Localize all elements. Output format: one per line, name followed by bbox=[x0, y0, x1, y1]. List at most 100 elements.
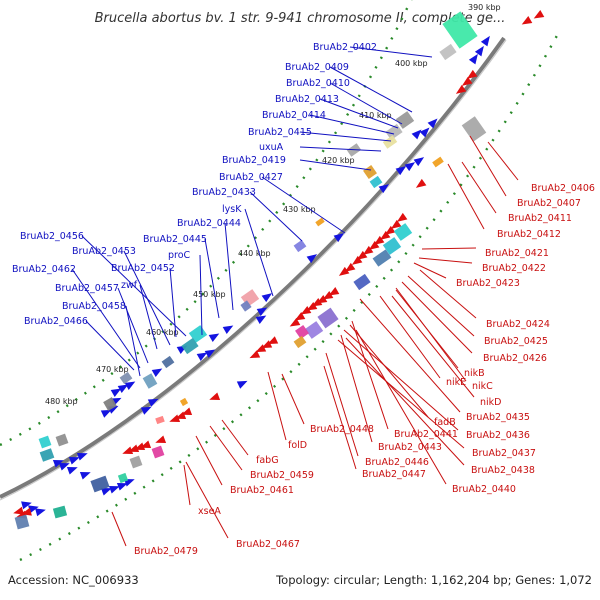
gene-label: BruAb2_0467 bbox=[236, 539, 300, 550]
callout-line bbox=[117, 287, 149, 364]
reverse-gene-arrow bbox=[181, 407, 193, 415]
gene-feature-block bbox=[439, 43, 457, 61]
forward-gene-arrow bbox=[474, 45, 484, 57]
gene-label: BruAb2_0413 bbox=[275, 94, 339, 105]
scale-labels: 390 kbp 400 kbp 410 kbp 420 kbp 430 kbp 440 k… bbox=[45, 3, 501, 406]
gene-label: BruAb2_0456 bbox=[20, 231, 84, 242]
gene-feature-block bbox=[363, 165, 377, 179]
forward-gene-arrow bbox=[411, 129, 422, 140]
gene-label: BruAb2_0425 bbox=[484, 336, 548, 347]
forward-gene-arrow bbox=[480, 35, 490, 47]
forward-gene-arrow bbox=[100, 409, 112, 418]
reverse-gene-arrow bbox=[13, 506, 24, 515]
gene-feature-block bbox=[129, 455, 143, 469]
callout-line bbox=[349, 324, 429, 418]
gene-feature-block bbox=[315, 217, 325, 227]
callout-line bbox=[123, 250, 171, 346]
forward-gene-arrow bbox=[413, 157, 425, 167]
forward-gene-arrow bbox=[419, 127, 430, 138]
reverse-gene-arrow bbox=[390, 219, 402, 229]
forward-gene-arrow bbox=[21, 501, 32, 510]
gene-feature-block bbox=[304, 321, 324, 339]
gene-label: BruAb2_0446 bbox=[365, 457, 429, 468]
gene-label: BruAb2_0411 bbox=[508, 213, 572, 224]
reverse-gene-arrow bbox=[122, 446, 134, 454]
gene-label: BruAb2_0443 bbox=[378, 442, 442, 453]
gene-label: uxuA bbox=[259, 142, 284, 153]
callout-line bbox=[323, 365, 357, 470]
callout-line bbox=[329, 66, 413, 113]
forward-gene-arrow bbox=[208, 333, 220, 342]
forward-gene-arrow bbox=[117, 384, 129, 393]
gene-label: BruAb2_0414 bbox=[262, 110, 326, 121]
gene-label: BruAb2_0441 bbox=[394, 429, 458, 440]
gene-feature-block bbox=[155, 415, 165, 425]
gene-feature-block bbox=[442, 11, 478, 49]
gene-feature-block bbox=[161, 355, 175, 369]
gene-feature-block bbox=[181, 337, 199, 355]
gene-feature-block bbox=[103, 397, 117, 411]
gene-label: BruAb2_0436 bbox=[466, 430, 530, 441]
forward-gene-arrow bbox=[76, 453, 88, 461]
gene-label: BruAb2_0426 bbox=[483, 353, 547, 364]
forward-gene-arrow bbox=[35, 508, 46, 517]
forward-gene-arrow bbox=[255, 315, 267, 324]
forward-gene-arrow bbox=[151, 368, 163, 377]
callout-line bbox=[267, 371, 287, 441]
reverse-gene-arrow bbox=[533, 10, 545, 19]
gene-feature-block bbox=[353, 273, 371, 291]
reverse-gene-arrow bbox=[294, 312, 306, 321]
callout-line bbox=[343, 329, 459, 431]
forward-gene-arrow bbox=[110, 388, 122, 397]
callout-line bbox=[351, 320, 389, 430]
gene-label: nikC bbox=[472, 381, 493, 392]
gene-features bbox=[13, 10, 545, 530]
callout-line bbox=[418, 257, 473, 264]
callout-line bbox=[183, 464, 191, 506]
scale-label: 470 kbp bbox=[96, 365, 129, 374]
gene-feature-block bbox=[382, 135, 398, 149]
forward-gene-arrow bbox=[378, 184, 390, 194]
forward-gene-arrow bbox=[116, 483, 128, 491]
gene-feature-block bbox=[188, 325, 208, 343]
callout-line bbox=[195, 435, 223, 486]
gene-feature-block bbox=[117, 472, 129, 484]
gene-feature-block bbox=[39, 448, 55, 462]
gene-feature-block bbox=[395, 111, 415, 129]
gene-feature-block bbox=[372, 249, 392, 267]
topology-text: Topology: circular; Length: 1,162,204 bp… bbox=[275, 573, 592, 587]
callout-line bbox=[71, 268, 141, 369]
scale-label: 410 kbp bbox=[359, 111, 392, 120]
callout-line bbox=[204, 238, 220, 319]
scale-label: 450 kbp bbox=[193, 290, 226, 299]
gene-label: zwf bbox=[121, 280, 138, 291]
callout-line bbox=[209, 425, 243, 471]
gene-label: BruAb2_0461 bbox=[230, 485, 294, 496]
reverse-gene-arrow bbox=[306, 302, 318, 311]
callout-line bbox=[419, 269, 477, 319]
gene-feature-block bbox=[293, 335, 307, 349]
forward-gene-arrow bbox=[306, 254, 318, 264]
reverse-gene-arrow bbox=[169, 414, 181, 422]
reverse-gene-arrow bbox=[384, 225, 396, 235]
gene-feature-block bbox=[151, 445, 165, 459]
gene-feature-block bbox=[119, 371, 133, 385]
forward-gene-arrow bbox=[52, 460, 64, 468]
callout-line bbox=[401, 281, 473, 354]
gene-label: BruAb2_0479 bbox=[134, 546, 198, 557]
gene-label: BruAb2_0440 bbox=[452, 484, 516, 495]
forward-gene-arrow bbox=[28, 505, 39, 514]
reverse-gene-arrow bbox=[344, 262, 356, 272]
gene-label: lysK bbox=[222, 204, 242, 215]
callout-line bbox=[345, 337, 465, 466]
scale-label: 460 kbp bbox=[146, 328, 179, 337]
forward-gene-arrow bbox=[68, 457, 80, 465]
callout-line bbox=[337, 339, 465, 449]
gene-label: BruAb2_0447 bbox=[362, 469, 426, 480]
scale-label: 420 kbp bbox=[322, 156, 355, 165]
gene-label: BruAb2_0415 bbox=[248, 127, 312, 138]
gene-label: nikE bbox=[446, 377, 466, 388]
gene-callouts: BruAb2_0402 BruAb2_0409 BruAb2_0410 BruAb2_… bbox=[12, 42, 595, 557]
reverse-gene-arrow bbox=[368, 240, 380, 250]
reverse-gene-arrow bbox=[289, 318, 301, 327]
